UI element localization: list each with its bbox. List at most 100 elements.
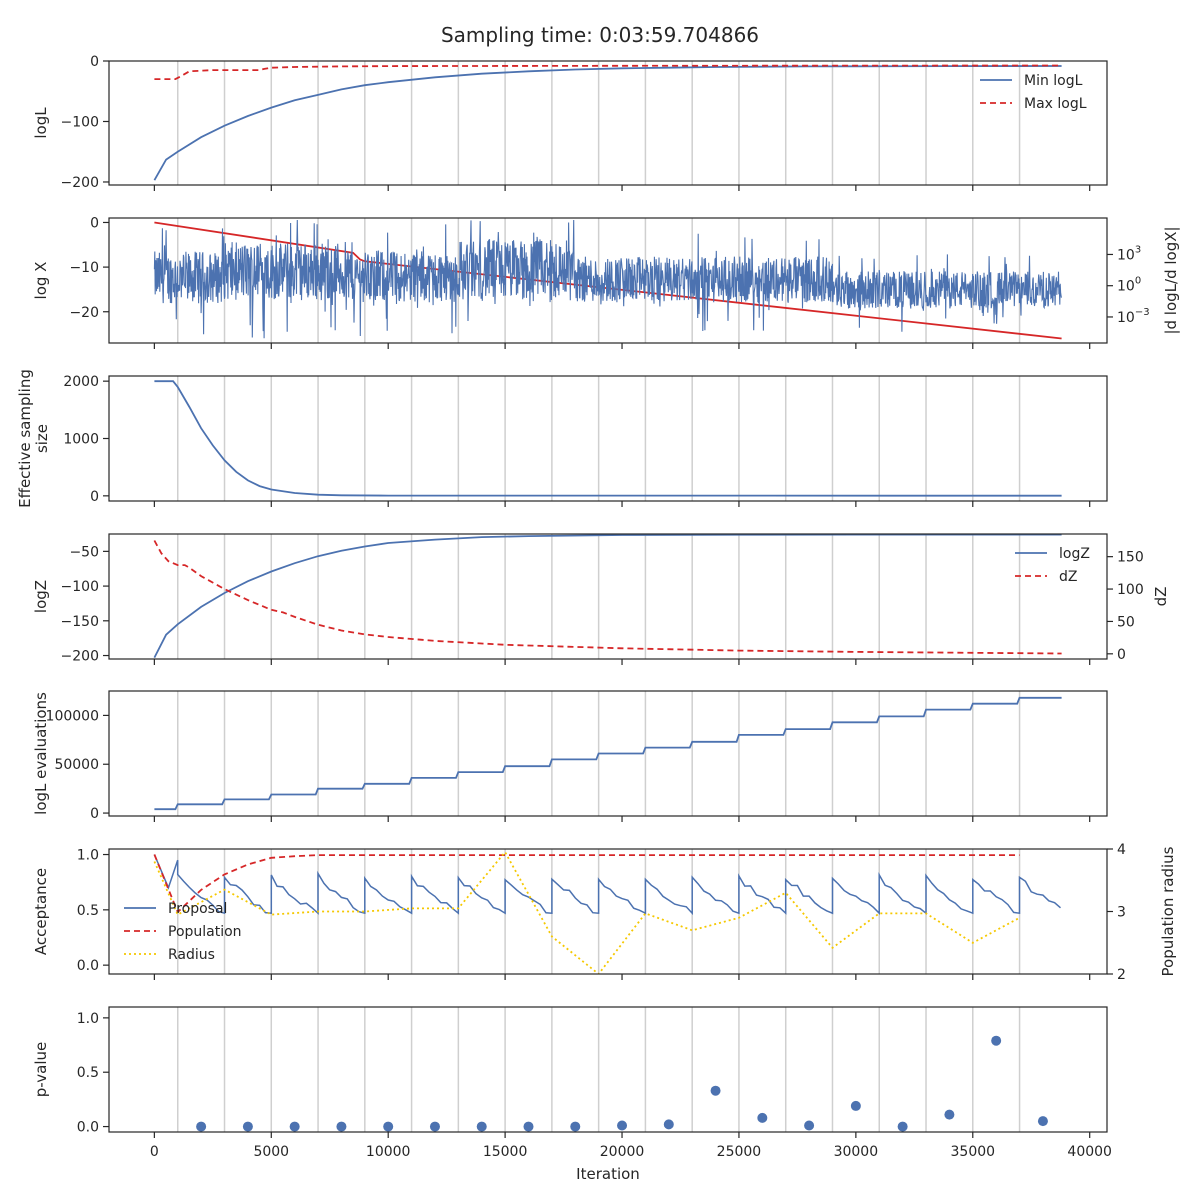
panel-pvalue: 1.0 0.5 0.0 0 5000 10000 15000 20000 25000 30000 3… bbox=[32, 1006, 1112, 1183]
pvalue-point bbox=[289, 1121, 300, 1132]
y-tick-label: 2000 bbox=[63, 374, 99, 390]
y-tick-label: 100000 bbox=[46, 708, 99, 724]
y2-axis-label: dZ bbox=[1152, 587, 1170, 607]
y-tick-label: 0 bbox=[90, 54, 99, 70]
pvalue-point bbox=[196, 1121, 207, 1132]
y-axis-label-line: size bbox=[33, 424, 51, 453]
y-tick-label: 0 bbox=[90, 215, 99, 231]
y-tick-label: 50000 bbox=[54, 757, 99, 773]
y-axis-label: logL evaluations bbox=[32, 692, 50, 815]
y-tick-label: 0 bbox=[90, 489, 99, 505]
pvalue-point bbox=[710, 1085, 721, 1096]
y-axis-label: p-value bbox=[32, 1042, 50, 1098]
series-logz bbox=[153, 534, 1062, 659]
y-axis-label: Acceptance bbox=[32, 868, 50, 955]
axes-frame bbox=[108, 375, 1108, 502]
axes-frame bbox=[108, 60, 1108, 186]
x-tick-label: 15000 bbox=[483, 1144, 528, 1160]
axes-frame bbox=[108, 217, 1108, 344]
y-tick-label: −200 bbox=[61, 175, 99, 191]
x-tick-label: 25000 bbox=[717, 1144, 762, 1160]
x-tick-label: 5000 bbox=[253, 1144, 289, 1160]
y-axis-label: log X bbox=[32, 262, 50, 300]
y2-tick-label: 50 bbox=[1117, 614, 1135, 630]
pvalue-point bbox=[617, 1120, 628, 1131]
legend-label: Max logL bbox=[1024, 96, 1087, 112]
y2-tick-label: 103 bbox=[1117, 244, 1141, 263]
y-tick-label: 1.0 bbox=[77, 1011, 99, 1027]
y-tick-label: 0 bbox=[90, 806, 99, 822]
y2-tick-label: 3 bbox=[1117, 905, 1126, 921]
y2-tick-label: 0 bbox=[1117, 647, 1126, 663]
plot-area-logz bbox=[153, 534, 1062, 659]
y2-axis-label: |d logL/d logX| bbox=[1162, 226, 1180, 334]
pvalue-point bbox=[850, 1100, 861, 1111]
axes-frame bbox=[108, 848, 1108, 975]
plot-area-logx bbox=[153, 218, 1062, 343]
y-axis-label: logL bbox=[32, 107, 50, 139]
y2-tick-exponent: −3 bbox=[1135, 307, 1150, 318]
pvalue-point bbox=[570, 1121, 581, 1132]
y2-tick-label: 150 bbox=[1117, 550, 1144, 566]
pvalue-point bbox=[757, 1112, 768, 1123]
panel-logx: 0 −10 −20 103 100 10−3 log X |d logL/d logX| bbox=[32, 215, 1180, 349]
pvalue-point bbox=[476, 1121, 487, 1132]
y-tick-label: −10 bbox=[69, 260, 99, 276]
pvalue-point bbox=[663, 1119, 674, 1130]
series-ess-0 bbox=[154, 380, 1062, 497]
pvalue-point bbox=[897, 1121, 908, 1132]
y2-tick-label: 100 bbox=[1117, 582, 1144, 598]
pvalue-point bbox=[991, 1035, 1002, 1046]
series-min-logl bbox=[153, 65, 1062, 181]
y-tick-label: −150 bbox=[61, 614, 99, 630]
y-tick-label: −20 bbox=[69, 305, 99, 321]
y2-tick-exponent: 0 bbox=[1135, 276, 1141, 287]
x-tick-label: 40000 bbox=[1067, 1144, 1112, 1160]
panel-ess: 2000 1000 0 Effective samplingsize bbox=[16, 369, 1108, 508]
series-evals-0 bbox=[154, 696, 1062, 811]
x-tick-label: 35000 bbox=[951, 1144, 996, 1160]
figure-title: Sampling time: 0:03:59.704866 bbox=[441, 23, 759, 47]
y-axis-label: Effective samplingsize bbox=[16, 369, 51, 508]
legend-label: Proposal bbox=[168, 901, 227, 917]
panel-logl: 0 −100 −200 logL Min logL Max logL bbox=[32, 54, 1108, 191]
plot-area-ess bbox=[154, 376, 1062, 501]
y-tick-label: 0.5 bbox=[77, 903, 99, 919]
x-axis-label: Iteration bbox=[576, 1165, 640, 1183]
x-tick-label: 30000 bbox=[834, 1144, 879, 1160]
x-tick-label: 20000 bbox=[600, 1144, 645, 1160]
pvalue-point bbox=[336, 1121, 347, 1132]
axes-frame bbox=[108, 1006, 1108, 1133]
y2-tick-label: 4 bbox=[1117, 842, 1126, 858]
series-proposal bbox=[153, 854, 1061, 916]
axes-frame bbox=[108, 533, 1108, 660]
pvalue-point bbox=[1037, 1116, 1048, 1127]
y-tick-label: −100 bbox=[61, 114, 99, 130]
x-tick-label: 10000 bbox=[366, 1144, 411, 1160]
axes-frame bbox=[108, 690, 1108, 817]
y-tick-label: 0.5 bbox=[77, 1065, 99, 1081]
pvalue-point bbox=[804, 1120, 815, 1131]
y-tick-label: 0.0 bbox=[77, 958, 99, 974]
panel-logz: −50 −100 −150 −200 150 100 50 0 logZ dZ logZ dZ bbox=[32, 533, 1170, 665]
panels: 0 −100 −200 logL Min logL Max logL 0 −10 −20 103 1… bbox=[16, 54, 1180, 1183]
y-axis-label-line: Effective sampling bbox=[16, 369, 34, 508]
plot-area-logl bbox=[153, 61, 1062, 185]
pvalue-point bbox=[523, 1121, 534, 1132]
y-tick-label: −200 bbox=[61, 649, 99, 665]
pvalue-point bbox=[429, 1121, 440, 1132]
y2-tick-label: 100 bbox=[1117, 276, 1141, 295]
legend-label: Population bbox=[168, 924, 242, 940]
y-tick-label: −50 bbox=[69, 544, 99, 560]
y-tick-label: 0.0 bbox=[77, 1120, 99, 1136]
pvalue-point bbox=[944, 1109, 955, 1120]
y-tick-label: 1.0 bbox=[77, 848, 99, 864]
series-dlogl-dlogx bbox=[153, 219, 1062, 339]
y2-axis-label: Population radius bbox=[1159, 846, 1177, 976]
legend-label: Radius bbox=[168, 947, 215, 963]
series-population bbox=[153, 854, 1020, 914]
legend-label: dZ bbox=[1059, 569, 1077, 585]
pvalue-point bbox=[242, 1121, 253, 1132]
panel-evals: 100000 50000 0 logL evaluations bbox=[32, 690, 1108, 822]
